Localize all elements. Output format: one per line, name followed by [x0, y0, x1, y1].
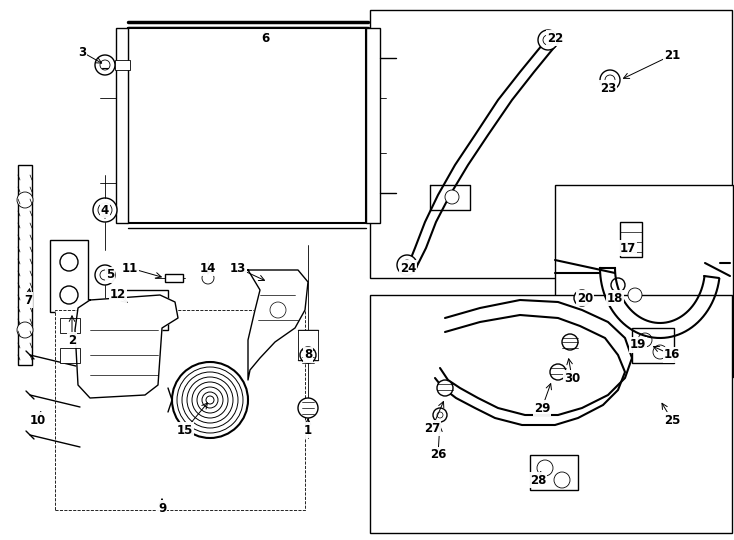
Text: 1: 1 [304, 423, 312, 436]
Text: 13: 13 [230, 261, 246, 274]
Text: 4: 4 [101, 204, 109, 217]
Text: 15: 15 [177, 423, 193, 436]
Bar [50, 240, 88, 312]
Text: 17: 17 [620, 241, 636, 254]
Circle shape [192, 382, 228, 418]
Bar [298, 330, 318, 360]
Bar [116, 28, 128, 223]
Circle shape [93, 198, 117, 222]
Bar [120, 290, 168, 330]
Text: 10: 10 [30, 414, 46, 427]
Bar [555, 185, 733, 377]
Text: 23: 23 [600, 82, 616, 94]
Text: 12: 12 [110, 288, 126, 301]
Bar [370, 10, 732, 278]
Circle shape [197, 387, 223, 413]
Circle shape [554, 472, 570, 488]
Circle shape [605, 75, 615, 85]
Circle shape [628, 288, 642, 302]
Bar [632, 328, 674, 363]
Text: 14: 14 [200, 261, 217, 274]
Text: 18: 18 [607, 292, 623, 305]
Circle shape [574, 290, 590, 306]
Text: 5: 5 [106, 268, 114, 281]
Text: 25: 25 [664, 414, 680, 427]
Bar [55, 310, 305, 510]
Circle shape [562, 334, 578, 350]
Circle shape [202, 272, 214, 284]
Text: 19: 19 [630, 339, 646, 352]
Bar [366, 28, 380, 223]
Circle shape [550, 364, 566, 380]
Text: 30: 30 [564, 372, 580, 384]
Polygon shape [248, 270, 308, 380]
Text: 6: 6 [261, 31, 269, 44]
Bar [165, 274, 183, 282]
Circle shape [653, 345, 667, 359]
Circle shape [202, 392, 218, 408]
Circle shape [187, 377, 233, 423]
Circle shape [100, 60, 110, 70]
Circle shape [298, 398, 318, 418]
Circle shape [543, 35, 553, 45]
Circle shape [98, 203, 112, 217]
Circle shape [100, 270, 110, 280]
Circle shape [578, 294, 586, 302]
Text: 20: 20 [577, 292, 593, 305]
Bar [60, 348, 80, 363]
Circle shape [145, 313, 159, 327]
Circle shape [537, 460, 553, 476]
Circle shape [17, 322, 33, 338]
Text: 7: 7 [24, 294, 32, 307]
Circle shape [638, 333, 652, 347]
Text: 24: 24 [400, 261, 416, 274]
Bar [18, 165, 32, 365]
Circle shape [270, 302, 286, 318]
Circle shape [177, 367, 243, 433]
Text: 3: 3 [78, 45, 86, 58]
Circle shape [60, 286, 78, 304]
Bar [620, 222, 642, 257]
Text: 2: 2 [68, 334, 76, 347]
Circle shape [172, 362, 248, 438]
Polygon shape [75, 295, 178, 398]
Text: 11: 11 [122, 261, 138, 274]
Circle shape [611, 278, 625, 292]
Circle shape [300, 347, 316, 363]
Circle shape [95, 265, 115, 285]
Text: 22: 22 [547, 31, 563, 44]
Circle shape [538, 30, 558, 50]
Circle shape [445, 190, 459, 204]
Text: 16: 16 [664, 348, 680, 361]
Text: 29: 29 [534, 402, 550, 415]
Text: 27: 27 [424, 422, 440, 435]
Circle shape [60, 253, 78, 271]
Circle shape [600, 70, 620, 90]
Bar [128, 28, 366, 223]
Circle shape [206, 396, 214, 404]
Circle shape [433, 408, 447, 422]
Circle shape [95, 55, 115, 75]
Text: 21: 21 [664, 49, 680, 62]
Bar [530, 455, 578, 490]
Text: 26: 26 [430, 449, 446, 462]
Circle shape [131, 298, 145, 312]
Bar [60, 318, 80, 333]
Circle shape [17, 192, 33, 208]
Bar [370, 295, 732, 533]
Circle shape [437, 380, 453, 396]
Text: 9: 9 [158, 502, 166, 515]
Bar [115, 60, 130, 70]
Circle shape [182, 372, 238, 428]
Text: 28: 28 [530, 474, 546, 487]
Circle shape [437, 412, 443, 418]
Circle shape [402, 260, 412, 270]
Text: 8: 8 [304, 348, 312, 361]
Circle shape [397, 255, 417, 275]
